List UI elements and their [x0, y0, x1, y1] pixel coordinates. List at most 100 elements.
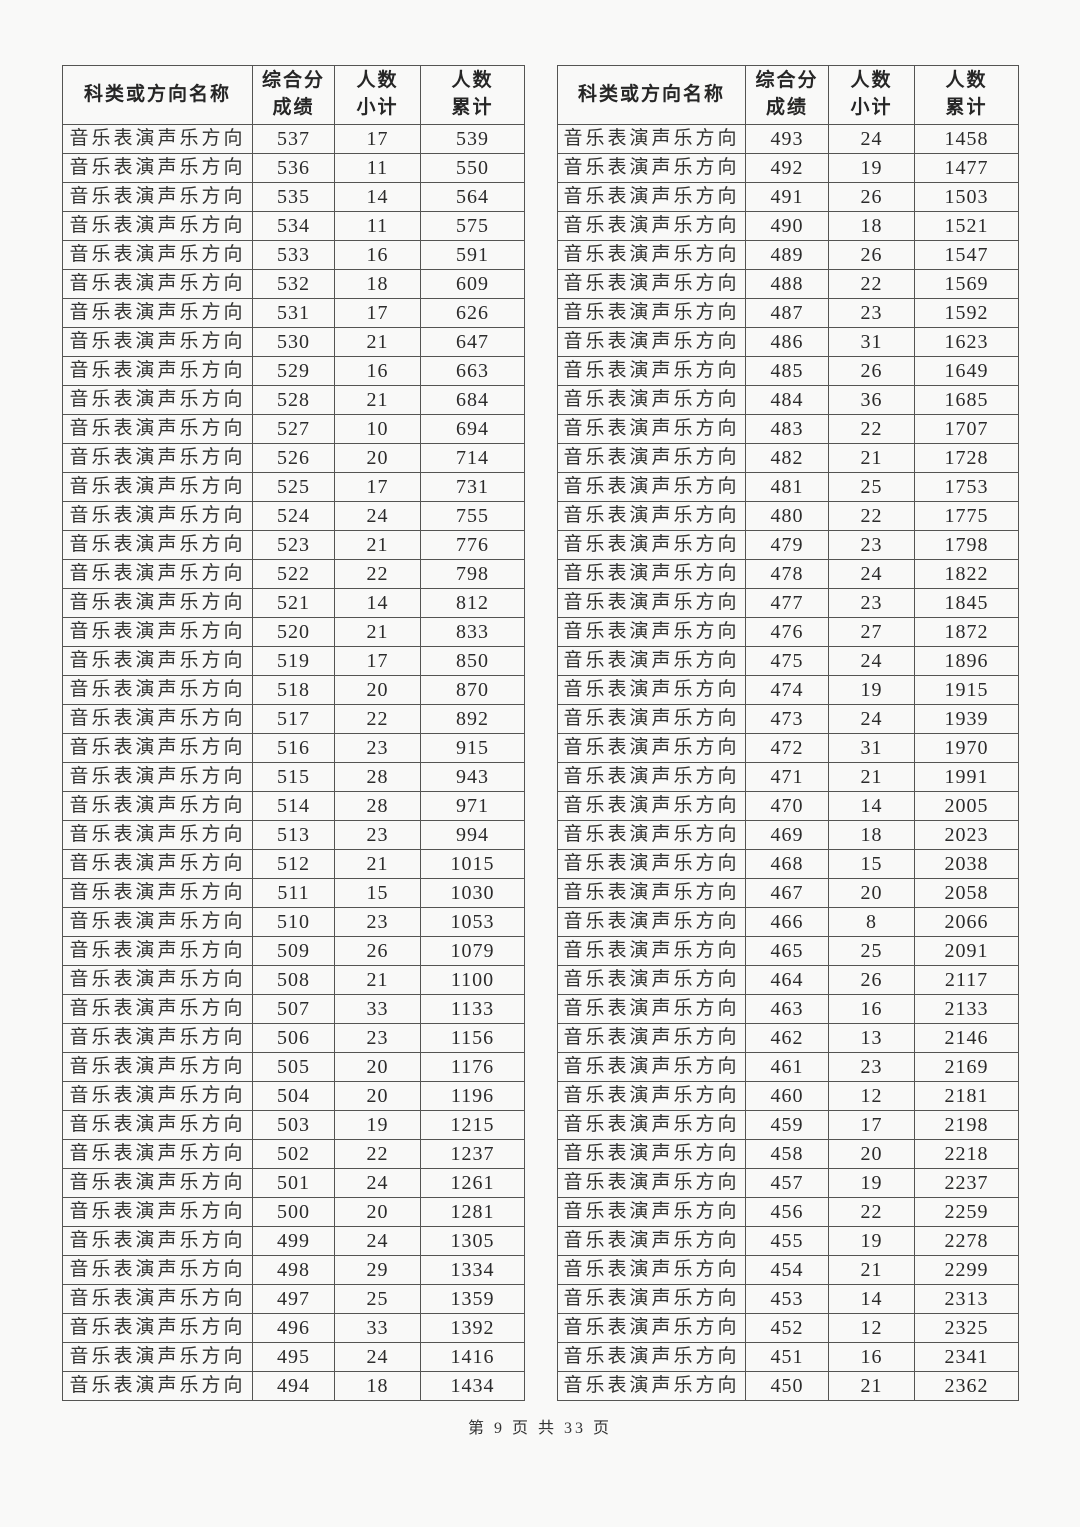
table-row: 音乐表演声乐方向 520 21 833: [62, 617, 525, 647]
category-cell: 音乐表演声乐方向: [62, 1313, 253, 1343]
score-cell: 462: [745, 1023, 829, 1053]
count-cell: 20: [334, 1197, 421, 1227]
category-cell: 音乐表演声乐方向: [557, 327, 746, 357]
cumulative-cell: 1015: [420, 849, 525, 879]
count-cell: 20: [334, 1081, 421, 1111]
count-cell: 24: [334, 1342, 421, 1372]
category-cell: 音乐表演声乐方向: [557, 182, 746, 212]
score-cell: 474: [745, 675, 829, 705]
score-cell: 472: [745, 733, 829, 763]
score-cell: 452: [745, 1313, 829, 1343]
category-cell: 音乐表演声乐方向: [62, 211, 253, 241]
cumulative-cell: 2023: [914, 820, 1019, 850]
cumulative-cell: 2181: [914, 1081, 1019, 1111]
score-cell: 518: [252, 675, 335, 705]
category-cell: 音乐表演声乐方向: [557, 1284, 746, 1314]
score-cell: 502: [252, 1139, 335, 1169]
category-cell: 音乐表演声乐方向: [557, 965, 746, 995]
table-row: 音乐表演声乐方向 500 20 1281: [62, 1197, 525, 1227]
cumulative-cell: 1434: [420, 1371, 525, 1401]
table-row: 音乐表演声乐方向 459 17 2198: [557, 1110, 1019, 1140]
category-cell: 音乐表演声乐方向: [557, 1139, 746, 1169]
count-cell: 21: [828, 762, 915, 792]
score-cell: 480: [745, 501, 829, 531]
category-cell: 音乐表演声乐方向: [557, 675, 746, 705]
count-cell: 23: [828, 530, 915, 560]
cumulative-cell: 564: [420, 182, 525, 212]
table-row: 音乐表演声乐方向 461 23 2169: [557, 1052, 1019, 1082]
category-cell: 音乐表演声乐方向: [557, 124, 746, 154]
score-cell: 453: [745, 1284, 829, 1314]
table-row: 音乐表演声乐方向 537 17 539: [62, 124, 525, 154]
cumulative-cell: 1775: [914, 501, 1019, 531]
cumulative-cell: 591: [420, 240, 525, 270]
count-cell: 25: [334, 1284, 421, 1314]
score-cell: 506: [252, 1023, 335, 1053]
cumulative-cell: 1176: [420, 1052, 525, 1082]
cumulative-cell: 694: [420, 414, 525, 444]
table-row: 音乐表演声乐方向 512 21 1015: [62, 849, 525, 879]
table-row: 音乐表演声乐方向 480 22 1775: [557, 501, 1019, 531]
table-row: 音乐表演声乐方向 469 18 2023: [557, 820, 1019, 850]
cumulative-cell: 2133: [914, 994, 1019, 1024]
table-row: 音乐表演声乐方向 465 25 2091: [557, 936, 1019, 966]
count-cell: 18: [334, 1371, 421, 1401]
cumulative-cell: 1215: [420, 1110, 525, 1140]
cumulative-cell: 915: [420, 733, 525, 763]
cumulative-cell: 1896: [914, 646, 1019, 676]
score-cell: 473: [745, 704, 829, 734]
table-row: 音乐表演声乐方向 518 20 870: [62, 675, 525, 705]
score-cell: 493: [745, 124, 829, 154]
cumulative-cell: 2299: [914, 1255, 1019, 1285]
count-cell: 21: [334, 617, 421, 647]
table-row: 音乐表演声乐方向 463 16 2133: [557, 994, 1019, 1024]
count-cell: 20: [828, 878, 915, 908]
table-row: 音乐表演声乐方向 466 8 2066: [557, 907, 1019, 937]
cumulative-cell: 2313: [914, 1284, 1019, 1314]
cumulative-cell: 1649: [914, 356, 1019, 386]
category-cell: 音乐表演声乐方向: [557, 443, 746, 473]
score-cell: 537: [252, 124, 335, 154]
count-cell: 21: [334, 965, 421, 995]
table-row: 音乐表演声乐方向 525 17 731: [62, 472, 525, 502]
count-cell: 23: [334, 1023, 421, 1053]
table-row: 音乐表演声乐方向 511 15 1030: [62, 878, 525, 908]
header-row: 科类或方向名称 综合分 成绩 人数 小计 人数 累计: [62, 65, 525, 125]
category-cell: 音乐表演声乐方向: [62, 820, 253, 850]
category-cell: 音乐表演声乐方向: [557, 617, 746, 647]
category-cell: 音乐表演声乐方向: [557, 820, 746, 850]
category-cell: 音乐表演声乐方向: [557, 1255, 746, 1285]
category-cell: 音乐表演声乐方向: [557, 385, 746, 415]
score-cell: 532: [252, 269, 335, 299]
score-cell: 516: [252, 733, 335, 763]
count-cell: 31: [828, 733, 915, 763]
score-cell: 528: [252, 385, 335, 415]
score-cell: 495: [252, 1342, 335, 1372]
score-cell: 512: [252, 849, 335, 879]
category-cell: 音乐表演声乐方向: [62, 559, 253, 589]
table-row: 音乐表演声乐方向 467 20 2058: [557, 878, 1019, 908]
score-cell: 466: [745, 907, 829, 937]
cumulative-cell: 1359: [420, 1284, 525, 1314]
category-cell: 音乐表演声乐方向: [62, 675, 253, 705]
count-cell: 22: [828, 414, 915, 444]
category-cell: 音乐表演声乐方向: [557, 1197, 746, 1227]
category-cell: 音乐表演声乐方向: [557, 414, 746, 444]
count-cell: 21: [334, 327, 421, 357]
category-cell: 音乐表演声乐方向: [62, 1081, 253, 1111]
category-cell: 音乐表演声乐方向: [557, 559, 746, 589]
cumulative-cell: 550: [420, 153, 525, 183]
count-cell: 26: [828, 965, 915, 995]
table-row: 音乐表演声乐方向 457 19 2237: [557, 1168, 1019, 1198]
score-cell: 458: [745, 1139, 829, 1169]
category-cell: 音乐表演声乐方向: [62, 878, 253, 908]
count-cell: 15: [828, 849, 915, 879]
cumulative-cell: 1237: [420, 1139, 525, 1169]
score-cell: 450: [745, 1371, 829, 1401]
cumulative-cell: 1334: [420, 1255, 525, 1285]
score-cell: 523: [252, 530, 335, 560]
count-cell: 16: [334, 356, 421, 386]
category-cell: 音乐表演声乐方向: [62, 124, 253, 154]
category-cell: 音乐表演声乐方向: [62, 530, 253, 560]
count-cell: 21: [334, 530, 421, 560]
